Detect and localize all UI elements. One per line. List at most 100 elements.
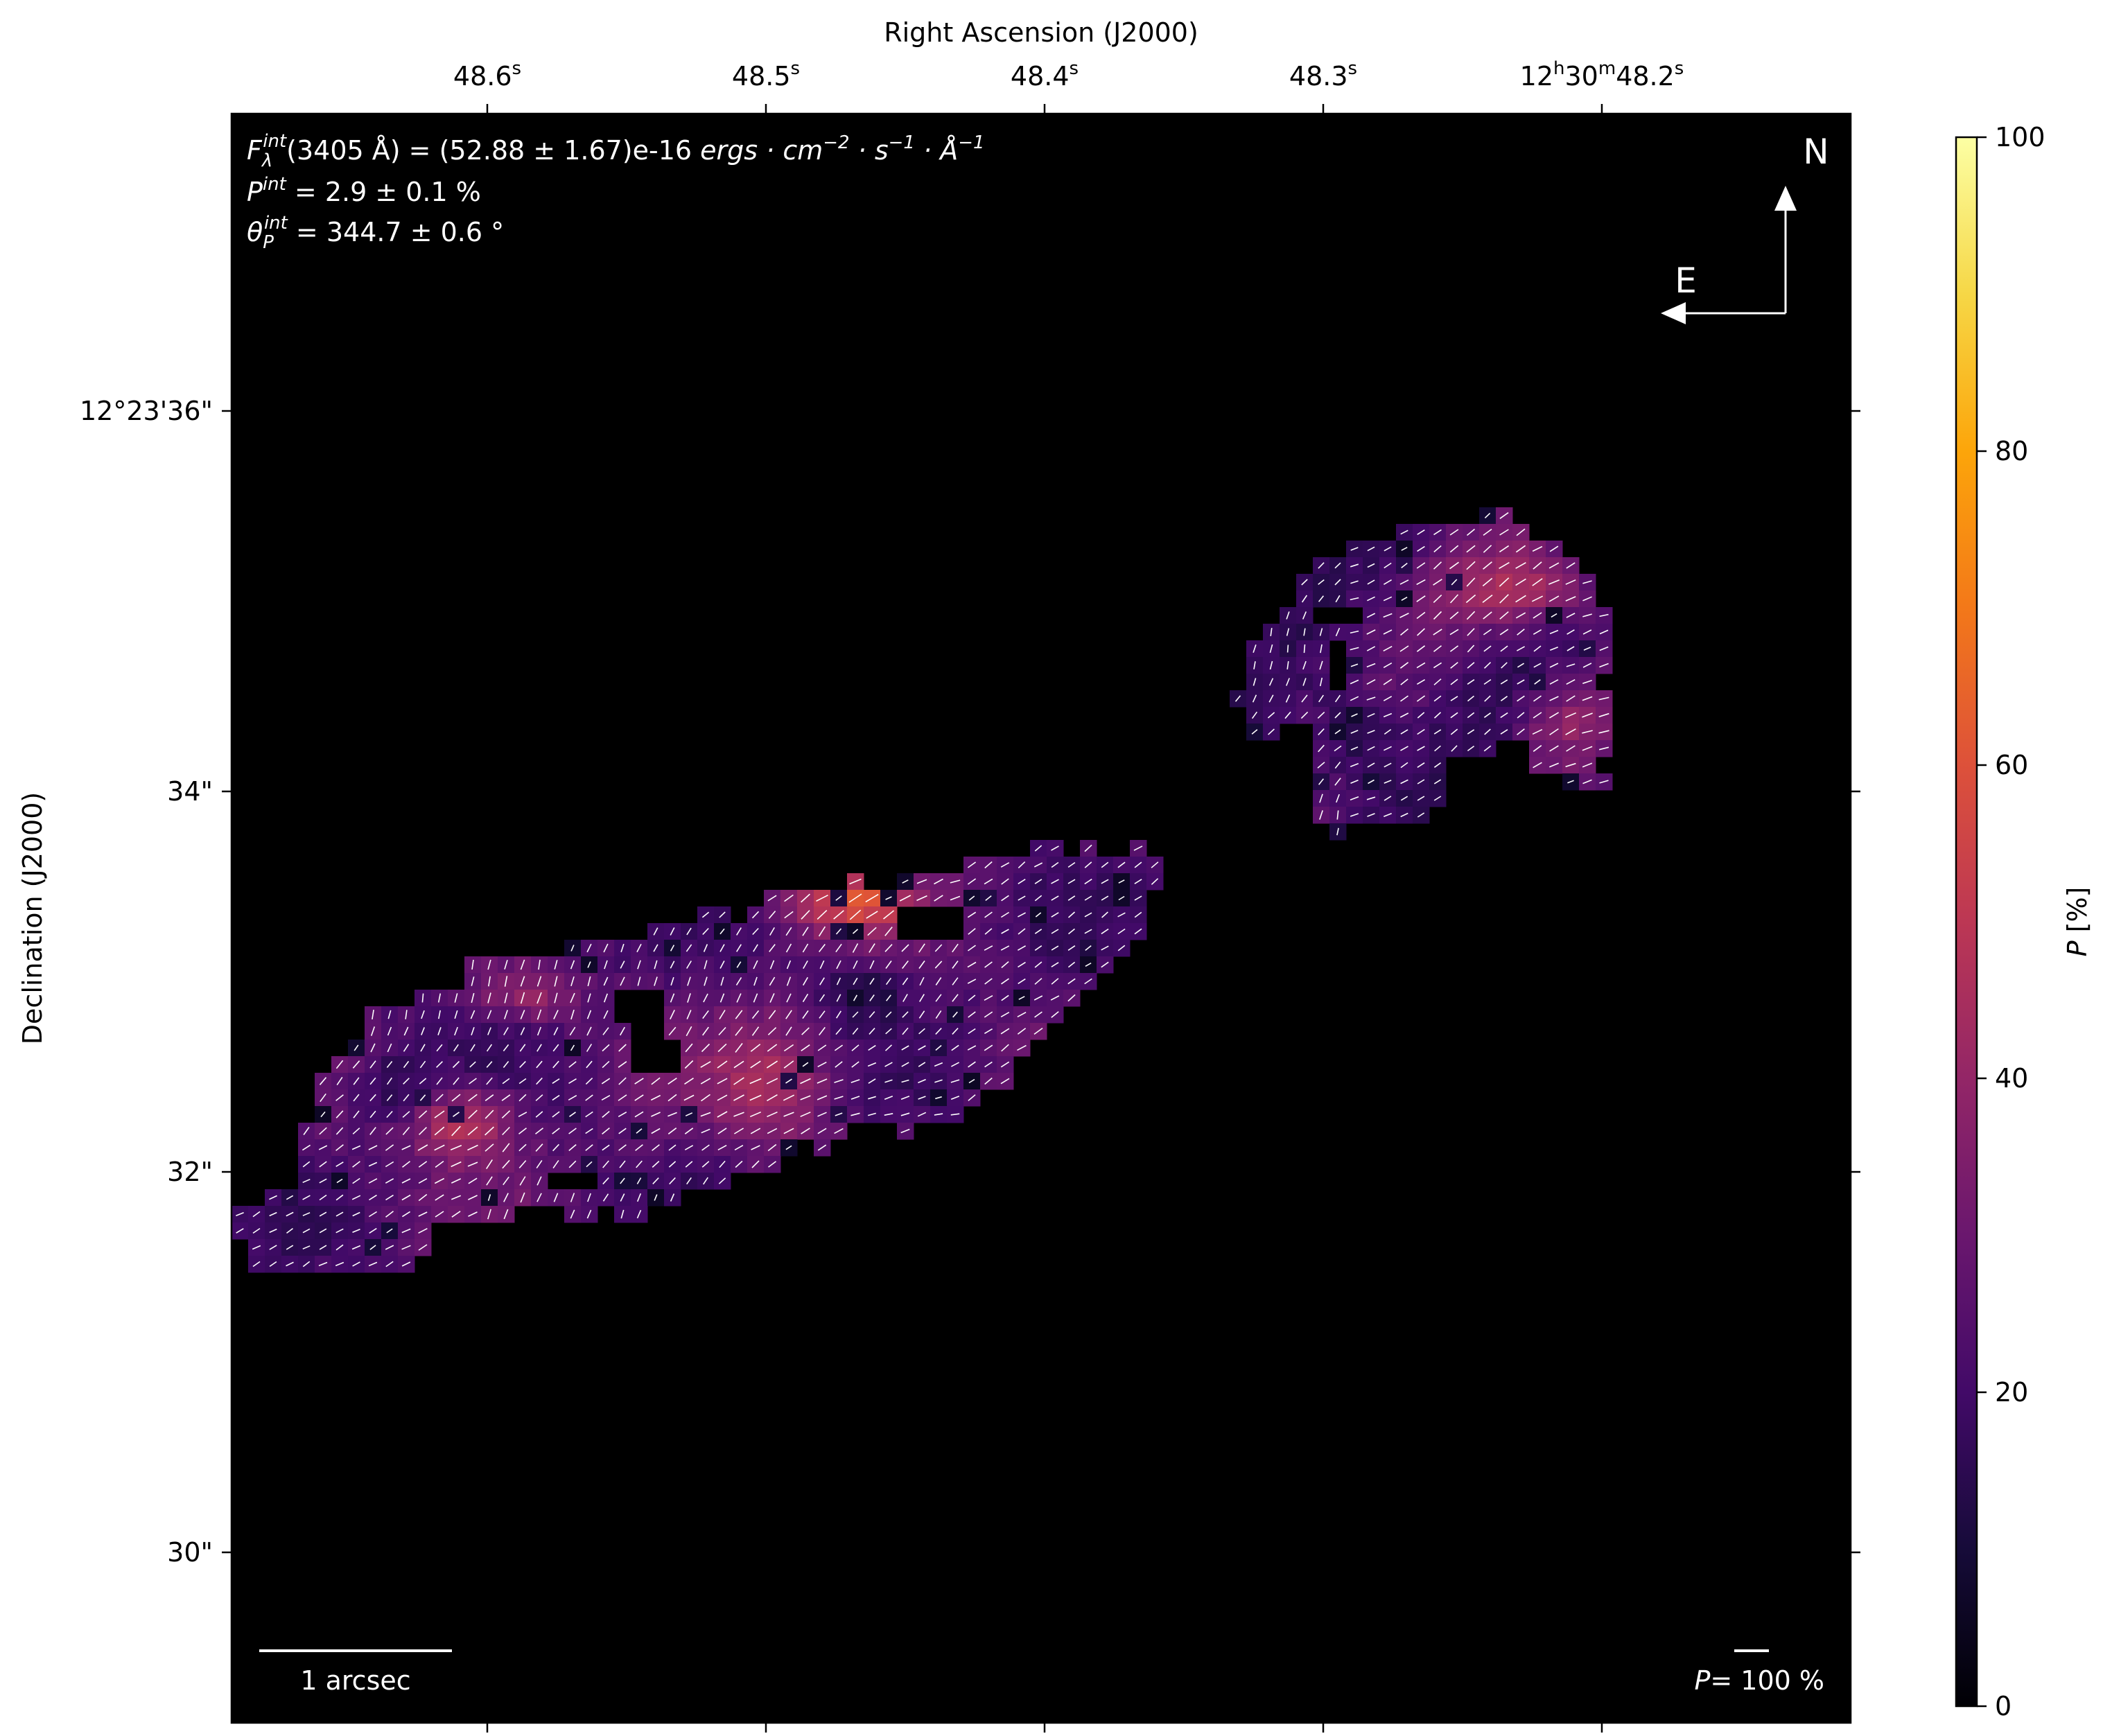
east-arrowhead-icon <box>1661 302 1686 324</box>
polarization-vector <box>1516 528 1526 536</box>
polarization-vector <box>1384 546 1392 552</box>
polarization-vector <box>435 1211 444 1218</box>
polarization-vector <box>385 1194 394 1201</box>
polarization-vector <box>1068 928 1075 935</box>
polarization-vector <box>1400 796 1408 801</box>
polarization-vector <box>1101 928 1109 935</box>
polarization-vector <box>1400 678 1408 685</box>
polarization-vector <box>1433 645 1442 652</box>
polarization-vector <box>701 1043 710 1053</box>
polarization-vector <box>668 1026 677 1036</box>
polarization-vector <box>751 1010 760 1019</box>
polarization-vector <box>968 1094 976 1101</box>
polarization-vector <box>736 993 742 1003</box>
polarization-vector <box>418 1161 428 1168</box>
polarization-vector <box>1400 695 1408 702</box>
polarization-vector <box>1051 978 1059 985</box>
polarization-vector <box>535 1128 543 1134</box>
polarization-vector <box>817 1112 827 1117</box>
polarization-vector <box>1433 561 1442 570</box>
polarization-vector <box>469 1061 476 1068</box>
polarization-vector <box>1084 929 1092 934</box>
polarization-vector <box>468 1195 478 1200</box>
polarization-vector <box>1350 597 1359 601</box>
polarization-vector <box>435 1194 444 1201</box>
polarization-vector <box>1018 912 1026 918</box>
polarization-vector <box>1400 762 1408 769</box>
polarization-vector <box>1599 613 1609 617</box>
polarization-vector <box>1018 978 1026 985</box>
polarization-vector <box>352 1060 360 1069</box>
polarization-vector <box>934 878 943 885</box>
polarization-vector <box>1532 578 1543 586</box>
polarization-vector <box>984 961 993 968</box>
polarization-vector <box>1319 677 1323 687</box>
polarization-vector <box>1400 812 1408 818</box>
polarization-vector <box>1517 646 1525 651</box>
polarization-vector <box>1401 597 1408 601</box>
polarization-vector <box>702 927 709 936</box>
polarization-vector <box>703 993 708 1003</box>
polarization-vector <box>453 1077 460 1085</box>
polarization-vector <box>1416 579 1426 586</box>
polarization-vector <box>752 927 759 936</box>
polarization-vector <box>1565 728 1576 735</box>
polarization-vector <box>467 1126 478 1136</box>
polarization-vector <box>1483 712 1492 718</box>
polarization-vector <box>835 943 842 953</box>
polarization-vector <box>402 1161 410 1168</box>
polarization-vector <box>800 1095 811 1101</box>
y-tick-label: 34" <box>167 776 213 807</box>
polarization-vector <box>884 1113 893 1116</box>
polarization-vector <box>1483 545 1492 553</box>
polarization-vector <box>1350 779 1359 784</box>
polarization-vector <box>1466 561 1476 570</box>
polarization-vector <box>686 927 692 936</box>
polarization-vector <box>636 943 642 953</box>
polarization-vector <box>1500 696 1508 701</box>
colorbar-label: P [%] <box>2062 887 2093 957</box>
polarization-vector <box>1134 895 1142 901</box>
polarization-vector <box>302 1245 311 1250</box>
polarization-vector <box>353 1094 360 1102</box>
polarization-vector <box>501 1110 511 1119</box>
polarization-vector <box>1051 845 1059 851</box>
polarization-vector <box>1399 712 1409 718</box>
polarization-vector <box>1034 845 1042 852</box>
polarization-vector <box>1350 630 1359 634</box>
polarization-vector <box>1084 844 1092 852</box>
polarization-vector <box>852 1027 859 1035</box>
polarization-vector <box>1001 978 1009 985</box>
polarization-vector <box>1034 961 1042 968</box>
polarization-vector <box>618 1061 627 1068</box>
polarization-vector <box>686 1026 692 1037</box>
polarization-vector <box>1084 895 1092 901</box>
polarization-vector <box>935 1010 942 1019</box>
polarization-vector <box>438 1010 441 1019</box>
polarization-vector <box>1000 1061 1010 1068</box>
polarization-vector <box>368 1261 378 1267</box>
polarization-vector <box>1433 545 1442 553</box>
polarization-vector <box>1084 978 1092 985</box>
polarization-vector <box>1318 694 1324 703</box>
polarization-vector <box>620 1209 625 1219</box>
polarization-vector <box>967 979 977 984</box>
polarization-vector <box>950 1113 960 1116</box>
polarization-vector <box>667 1112 677 1117</box>
polarization-vector <box>1501 662 1508 669</box>
polarization-vector <box>1350 730 1359 734</box>
polarization-vector <box>1151 878 1159 885</box>
polarization-vector <box>486 1077 493 1085</box>
polarization-vector <box>951 1044 959 1051</box>
polarization-vector <box>802 993 809 1003</box>
polarization-vector <box>1336 794 1340 803</box>
polarization-vector <box>536 976 542 987</box>
polarization-vector <box>753 993 758 1003</box>
polarization-vector <box>1583 647 1591 651</box>
polarization-vector <box>518 1078 527 1085</box>
polarization-vector <box>502 1159 510 1169</box>
polarization-vector <box>1001 994 1009 1001</box>
polarization-vector <box>1334 694 1341 703</box>
polarization-vector <box>687 976 691 986</box>
polarization-vector <box>487 1194 491 1201</box>
